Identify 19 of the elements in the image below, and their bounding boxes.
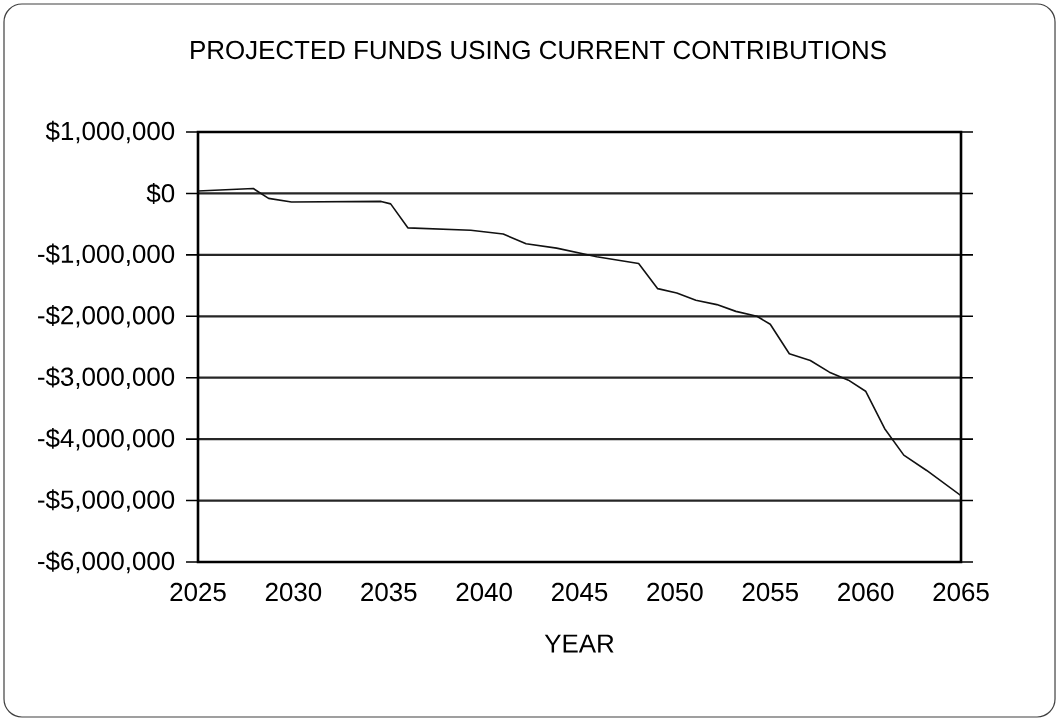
chart-title: PROJECTED FUNDS USING CURRENT CONTRIBUTIONS [191, 40, 886, 60]
y-tick-label: -$2,000,000 [38, 305, 175, 328]
x-tick-label: 2035 [361, 582, 417, 602]
x-tick-label: 2055 [742, 582, 798, 602]
y-tick-label: $1,000,000 [45, 120, 175, 144]
x-tick-label: 2045 [551, 582, 608, 602]
x-tick-label: 2040 [456, 582, 512, 602]
y-tick-label: -$3,000,000 [38, 366, 175, 389]
y-tick-label: -$1,000,000 [38, 243, 175, 267]
x-tick-label: 2025 [170, 582, 226, 602]
x-tick-label: 2060 [838, 582, 894, 602]
y-tick-label: -$6,000,000 [38, 550, 175, 574]
x-tick-label: 2050 [647, 582, 703, 602]
x-axis-title: YEAR [544, 634, 614, 653]
y-tick-label: $0 [146, 182, 175, 204]
x-tick-label: 2065 [933, 582, 989, 602]
y-tick-label: -$5,000,000 [38, 489, 175, 512]
x-tick-label: 2030 [265, 582, 322, 602]
y-tick-label: -$4,000,000 [38, 427, 175, 451]
